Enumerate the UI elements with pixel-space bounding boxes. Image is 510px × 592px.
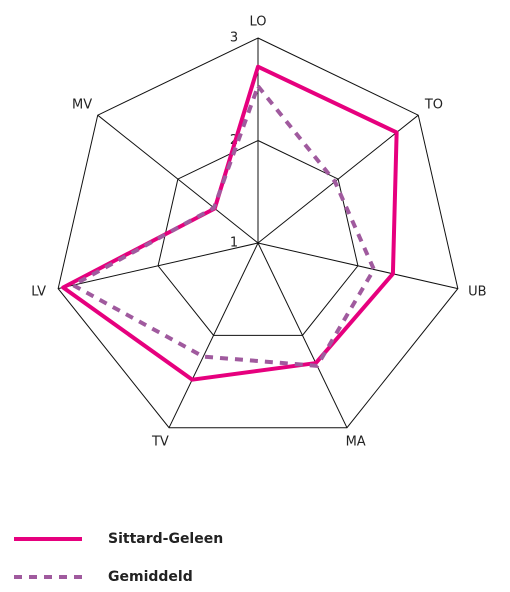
legend: Sittard-Geleen Gemiddeld xyxy=(14,531,223,585)
series-line xyxy=(71,84,376,368)
category-label: UB xyxy=(468,285,486,300)
category-label: TO xyxy=(424,98,443,113)
axis-spoke xyxy=(257,242,348,428)
category-label: LV xyxy=(31,285,46,300)
legend-label: Sittard-Geleen xyxy=(108,531,223,547)
axis-spoke xyxy=(257,114,419,244)
r-tick-label: 1 xyxy=(230,236,238,251)
series-line xyxy=(61,64,399,382)
category-label: TV xyxy=(151,435,169,450)
axis-spoke xyxy=(58,242,259,290)
axis-spoke xyxy=(257,242,458,290)
axis-spoke xyxy=(97,114,259,244)
grid-ring xyxy=(57,37,459,429)
legend-label: Gemiddeld xyxy=(108,569,193,585)
category-label: LO xyxy=(249,15,266,30)
category-label: MV xyxy=(72,98,92,113)
axis-spoke xyxy=(168,242,259,428)
r-tick-label: 3 xyxy=(230,31,238,46)
category-label: MA xyxy=(346,435,366,450)
